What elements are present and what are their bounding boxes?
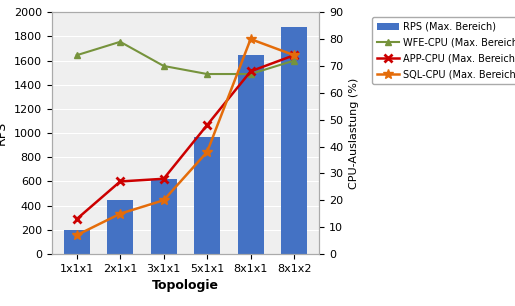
Line: WFE-CPU (Max. Bereich): WFE-CPU (Max. Bereich) (73, 38, 298, 77)
Bar (150, 179, 177, 254)
Bar (237, 54, 264, 254)
SQL-CPU (Max. Bereich) (248, 37, 254, 41)
WFE-CPU (Max. Bereich) (291, 59, 297, 62)
WFE-CPU (Max. Bereich) (161, 64, 167, 68)
APP-CPU (Max. Bereich) (204, 123, 210, 127)
APP-CPU (Max. Bereich) (291, 53, 297, 57)
Y-axis label: CPU-Auslastung (%): CPU-Auslastung (%) (349, 77, 359, 189)
APP-CPU (Max. Bereich) (248, 69, 254, 73)
Bar (64, 230, 90, 254)
X-axis label: Topologie: Topologie (152, 279, 219, 292)
Y-axis label: RPS: RPS (0, 121, 8, 145)
SQL-CPU (Max. Bereich) (117, 212, 123, 215)
WFE-CPU (Max. Bereich) (74, 53, 80, 57)
SQL-CPU (Max. Bereich) (74, 233, 80, 237)
WFE-CPU (Max. Bereich) (248, 72, 254, 76)
WFE-CPU (Max. Bereich) (117, 40, 123, 44)
Bar (281, 27, 307, 254)
SQL-CPU (Max. Bereich) (291, 53, 297, 57)
Line: SQL-CPU (Max. Bereich): SQL-CPU (Max. Bereich) (72, 34, 299, 240)
WFE-CPU (Max. Bereich) (204, 72, 210, 76)
Line: APP-CPU (Max. Bereich): APP-CPU (Max. Bereich) (73, 51, 298, 223)
APP-CPU (Max. Bereich) (74, 217, 80, 221)
APP-CPU (Max. Bereich) (117, 180, 123, 183)
Bar (107, 200, 133, 254)
Legend: RPS (Max. Bereich), WFE-CPU (Max. Bereich), APP-CPU (Max. Bereich), SQL-CPU (Max: RPS (Max. Bereich), WFE-CPU (Max. Bereic… (372, 17, 515, 84)
SQL-CPU (Max. Bereich) (204, 150, 210, 154)
Bar (194, 137, 220, 254)
APP-CPU (Max. Bereich) (161, 177, 167, 181)
SQL-CPU (Max. Bereich) (161, 198, 167, 202)
